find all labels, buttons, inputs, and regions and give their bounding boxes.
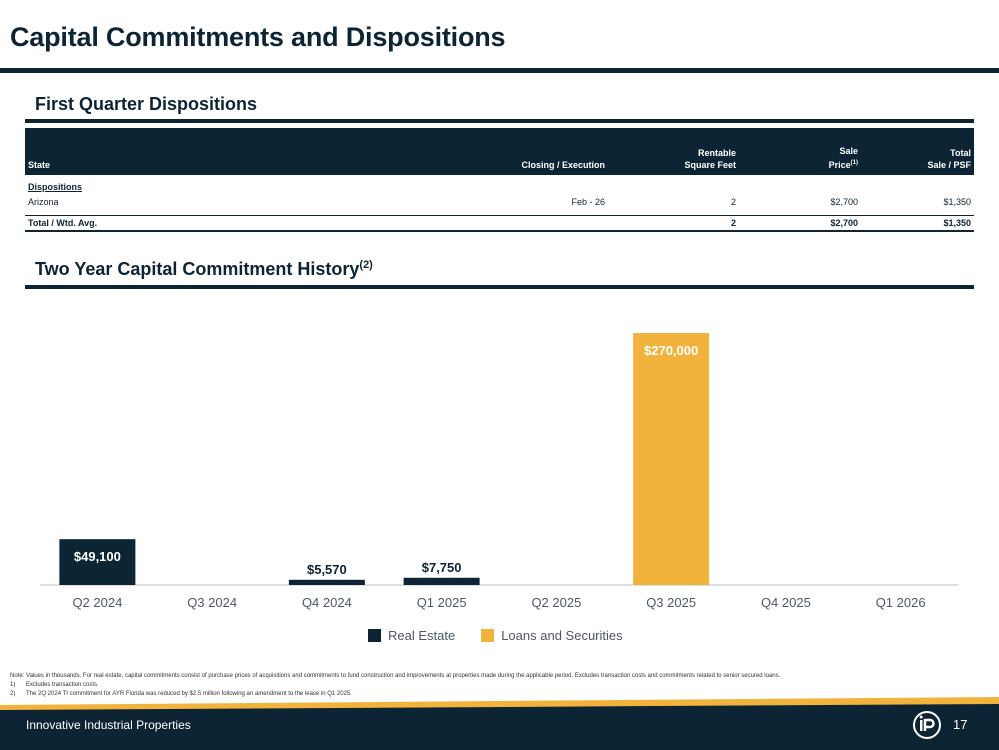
row-closing: Feb - 26 xyxy=(571,197,605,207)
legend-swatch-loans xyxy=(481,629,495,642)
x-tick-label-q2-2025: Q2 2025 xyxy=(531,595,581,610)
chart-legend: Real Estate Loans and Securities xyxy=(368,628,623,643)
x-tick-label-q1-2025: Q1 2025 xyxy=(417,595,467,610)
total-sqft: 2 xyxy=(730,218,736,228)
x-tick-label-q4-2025: Q4 2025 xyxy=(761,595,811,610)
note-1: 1) Excludes transaction costs. xyxy=(10,681,970,690)
total-price: $2,700 xyxy=(830,218,858,228)
footnotes: Note: Values in thousands. For real esta… xyxy=(10,672,970,699)
header-state: State xyxy=(28,160,51,170)
note-2: 2) The 2Q 2024 TI commitment for AYR Flo… xyxy=(10,690,970,699)
x-tick-label-q2-2024: Q2 2024 xyxy=(72,595,122,610)
history-title-text: Two Year Capital Commitment History xyxy=(35,259,360,279)
dispositions-table: State Closing / Execution Rentable Squar… xyxy=(25,128,974,232)
header-sale-psf-line1: Total xyxy=(950,148,971,158)
header-sale-price-line2: Price xyxy=(828,160,851,170)
page-number: 17 xyxy=(953,717,968,732)
table-header: State Closing / Execution Rentable Squar… xyxy=(25,128,974,175)
header-sale-psf-line2: Sale / PSF xyxy=(927,160,971,170)
note-1-number: 1) xyxy=(10,682,16,688)
footer-company-name: Innovative Industrial Properties xyxy=(26,718,191,732)
note-1-text: Excludes transaction costs. xyxy=(26,682,99,688)
row-state: Arizona xyxy=(28,197,59,207)
data-label-q2-2024: $49,100 xyxy=(74,549,121,564)
chart-svg: $49,100 Q2 2024 Q3 2024 $5,570 Q4 2024 $7,750… xyxy=(40,333,958,610)
x-tick-label-q3-2024: Q3 2024 xyxy=(187,595,237,610)
footer-navy-band xyxy=(0,704,999,750)
header-square-feet: Rentable Square Feet xyxy=(684,147,736,171)
legend-label-loans: Loans and Securities xyxy=(501,628,623,643)
table-group-row: Dispositions xyxy=(25,180,974,194)
bar-real-estate-q2-2024 xyxy=(59,539,136,585)
table-row: Arizona Feb - 26 2 $2,700 $1,350 xyxy=(25,195,974,209)
header-sale-psf: Total Sale / PSF xyxy=(927,147,971,171)
header-sale-price-line1: Sale xyxy=(839,146,858,156)
note-2-number: 2) xyxy=(10,691,16,697)
row-sqft: 2 xyxy=(730,197,736,207)
x-tick-label-q3-2025: Q3 2025 xyxy=(646,595,696,610)
history-section-title: Two Year Capital Commitment History(2) xyxy=(35,259,373,280)
history-title-footnote: (2) xyxy=(359,259,373,271)
bar-real-estate-q4-2024 xyxy=(288,579,365,585)
group-label: Dispositions xyxy=(28,182,83,192)
data-label-q3-2025: $270,000 xyxy=(644,343,698,358)
legend-label-real-estate: Real Estate xyxy=(388,628,456,643)
note-main: Note: Values in thousands. For real esta… xyxy=(10,673,781,679)
header-square-feet-line1: Rentable xyxy=(697,148,736,158)
bar-real-estate-q1-2025 xyxy=(403,577,480,585)
capital-commitment-chart: $49,100 Q2 2024 Q3 2024 $5,570 Q4 2024 $7,750… xyxy=(0,290,999,650)
x-tick-label-q4-2024: Q4 2024 xyxy=(302,595,352,610)
data-label-q4-2024: $5,570 xyxy=(307,562,347,577)
dispositions-section-title: First Quarter Dispositions xyxy=(35,94,258,114)
header-closing: Closing / Execution xyxy=(521,160,605,170)
data-label-q1-2025: $7,750 xyxy=(422,560,462,575)
legend-item-real-estate: Real Estate xyxy=(368,628,455,643)
company-logo-icon xyxy=(913,711,941,739)
legend-item-loans: Loans and Securities xyxy=(481,628,623,643)
row-psf: $1,350 xyxy=(943,197,971,207)
header-square-feet-line2: Square Feet xyxy=(684,160,736,170)
total-label: Total / Wtd. Avg. xyxy=(28,218,98,228)
dispositions-section-divider xyxy=(25,119,974,123)
header-sale-price: Sale Price(1) xyxy=(829,145,858,171)
bar-loans-q3-2025 xyxy=(633,333,710,585)
row-price: $2,700 xyxy=(830,197,858,207)
legend-swatch-real-estate xyxy=(368,629,381,642)
history-section-divider xyxy=(25,285,974,289)
footer-band xyxy=(0,697,999,750)
note-2-text: The 2Q 2024 TI commitment for AYR Florid… xyxy=(26,691,352,697)
page-title: Capital Commitments and Dispositions xyxy=(10,22,506,52)
header-sale-price-footnote: (1) xyxy=(850,160,858,166)
table-total-row: Total / Wtd. Avg. 2 $2,700 $1,350 xyxy=(25,215,974,232)
total-psf: $1,350 xyxy=(943,218,971,228)
x-tick-label-q1-2026: Q1 2026 xyxy=(876,595,926,610)
title-divider xyxy=(0,68,999,73)
